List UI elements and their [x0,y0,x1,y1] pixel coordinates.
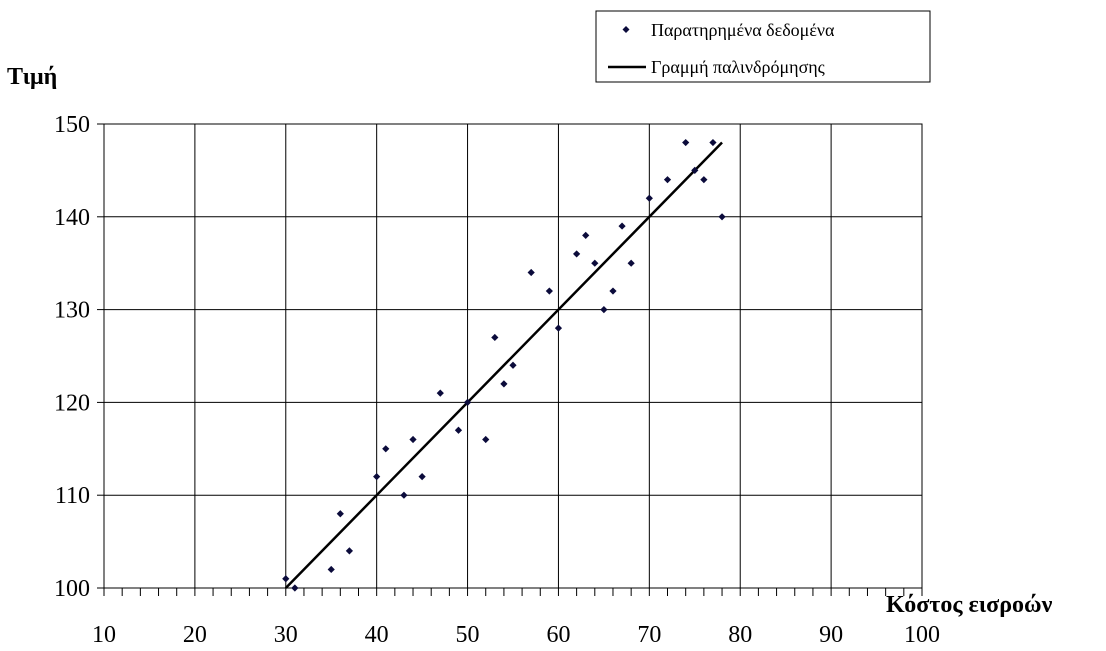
regression-line-layer [284,141,723,589]
minor-ticks [97,123,923,596]
data-point [500,380,508,388]
x-tick-labels: 10 20 30 40 50 60 70 80 90 100 [92,622,940,648]
data-point [682,138,690,147]
data-point [545,287,553,295]
y-tick-label: 150 [54,112,90,138]
data-point [554,324,563,332]
data-point [463,398,472,406]
data-point [454,426,463,434]
y-tick-label: 120 [54,390,90,416]
data-point [418,473,426,481]
y-tick-labels: 100 110 120 130 140 150 [54,112,90,602]
data-point [345,547,353,555]
data-point [600,306,608,314]
legend-marker-icon [622,26,630,33]
data-point [645,194,653,202]
data-point [663,176,672,184]
data-point [491,333,499,342]
x-axis-title: Κόστος εισροών [886,592,1053,618]
y-tick-label: 100 [54,576,90,602]
data-point [436,389,444,397]
data-point [400,491,408,499]
legend-box [595,10,931,83]
data-point [609,287,617,295]
data-point [327,565,335,574]
grid-lines [104,124,922,588]
data-point [527,268,535,277]
x-tick-label: 90 [819,622,843,648]
data-point [409,435,417,444]
data-point [382,445,390,453]
data-point [718,213,726,221]
data-point [336,510,344,518]
data-point [618,222,626,230]
data-point [509,361,517,369]
data-point [691,166,699,174]
data-point [582,231,590,239]
data-point [709,138,717,147]
y-tick-label: 110 [55,483,90,509]
legend: Παρατηρημένα δεδομένα Γραμμή παλινδρόμησ… [595,10,931,83]
x-tick-label: 30 [274,622,298,648]
y-axis-title: Τιμή [7,64,57,90]
x-tick-label: 100 [904,622,940,648]
x-tick-label: 20 [183,622,207,648]
legend-label-regression: Γραμμή παλινδρόμησης [651,57,825,77]
data-point [482,435,490,444]
x-tick-label: 80 [728,622,752,648]
data-points-layer [282,138,726,592]
y-tick-label: 140 [54,205,90,231]
x-tick-label: 10 [92,622,116,648]
y-tick-label: 130 [54,298,90,324]
data-point [627,259,635,267]
data-point [700,176,708,184]
data-point [591,259,599,267]
legend-label-observed: Παρατηρημένα δεδομένα [651,20,835,40]
x-tick-label: 40 [365,622,389,648]
x-tick-label: 70 [637,622,661,648]
data-point [291,584,299,592]
regression-line [284,141,723,589]
data-point [573,250,581,258]
data-point [282,575,290,583]
data-point [373,473,381,481]
x-tick-label: 50 [456,622,480,648]
x-tick-label: 60 [546,622,570,648]
